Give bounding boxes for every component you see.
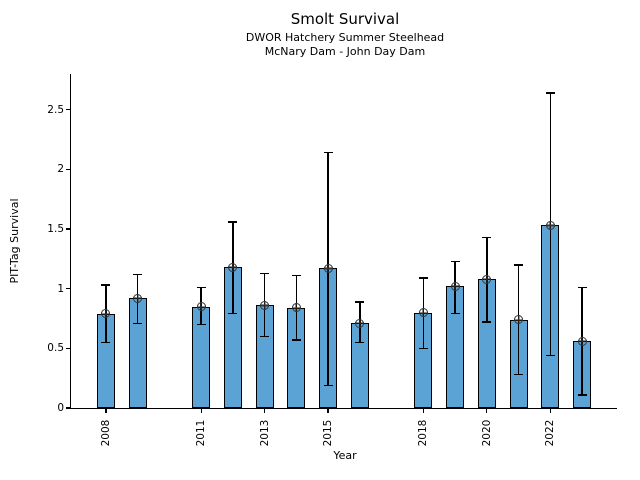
y-tick-label: 2 [57, 163, 64, 176]
y-tick-mark [65, 168, 70, 171]
chart-subtitle-line2: McNary Dam - John Day Dam [264, 45, 426, 58]
x-tick-mark [105, 409, 107, 414]
circle-plus-marker-2009 [133, 293, 143, 303]
y-tick-label: 1.5 [47, 223, 64, 236]
circle-plus-marker-2018 [418, 308, 428, 318]
circle-plus-marker-2011 [196, 302, 206, 312]
x-tick-mark [263, 409, 266, 414]
x-tick-label: 2013 [258, 419, 271, 447]
circle-plus-marker-2021 [514, 315, 524, 325]
error-cap-bottom-2013 [260, 335, 270, 338]
x-tick-label: 2018 [417, 419, 430, 447]
circle-plus-marker-2014 [291, 303, 301, 313]
y-tick-label: 0.5 [47, 342, 64, 355]
error-cap-top-2020 [482, 236, 492, 239]
plot-area [65, 74, 617, 414]
error-cap-top-2016 [355, 301, 365, 303]
circle-plus-marker-2008 [101, 309, 111, 319]
y-tick-mark [65, 347, 70, 349]
x-tick-label: 2022 [544, 419, 557, 447]
x-tick-label: 2011 [195, 419, 208, 447]
circle-plus-marker-2020 [482, 274, 492, 284]
error-cap-top-2009 [133, 273, 143, 276]
y-tick-mark [65, 109, 70, 111]
y-tick-mark [65, 288, 70, 290]
error-cap-bottom-2018 [418, 347, 428, 350]
error-cap-bottom-2016 [355, 341, 365, 344]
y-tick-mark [65, 228, 70, 230]
x-tick-mark [486, 409, 488, 414]
x-axis-line [69, 408, 617, 410]
x-tick-mark [327, 409, 329, 414]
circle-plus-marker-2016 [355, 318, 365, 328]
x-tick-label: 2020 [480, 419, 493, 447]
x-tick-mark [422, 409, 424, 414]
circle-plus-marker-2023 [577, 336, 587, 346]
x-tick-label: 2015 [322, 419, 335, 447]
x-axis-label: Year [333, 449, 357, 462]
x-tick-mark [549, 409, 551, 414]
error-cap-top-2023 [577, 286, 587, 289]
error-cap-top-2019 [450, 260, 460, 262]
y-tick-label: 1 [57, 282, 64, 295]
error-cap-top-2013 [260, 272, 270, 274]
circle-plus-marker-2019 [450, 281, 460, 291]
error-cap-top-2018 [418, 277, 428, 279]
error-cap-bottom-2022 [545, 354, 555, 357]
error-cap-bottom-2021 [514, 373, 524, 376]
error-cap-bottom-2014 [291, 339, 301, 341]
error-cap-bottom-2011 [196, 323, 206, 326]
error-cap-bottom-2008 [101, 341, 111, 344]
error-cap-bottom-2020 [482, 321, 492, 323]
error-cap-bottom-2009 [133, 322, 143, 324]
circle-plus-marker-2012 [228, 262, 238, 272]
error-cap-top-2022 [545, 92, 555, 94]
error-cap-top-2015 [323, 152, 333, 154]
x-tick-label: 2008 [99, 419, 112, 447]
chart-subtitle-line1: DWOR Hatchery Summer Steelhead [245, 31, 445, 44]
error-cap-top-2021 [514, 264, 524, 266]
error-cap-bottom-2019 [450, 313, 460, 315]
y-tick-mark [65, 407, 70, 409]
circle-plus-marker-2022 [545, 220, 555, 230]
y-axis-line [69, 74, 71, 408]
error-cap-top-2011 [196, 286, 206, 289]
error-cap-top-2012 [228, 221, 238, 223]
error-cap-bottom-2023 [577, 394, 587, 396]
error-cap-top-2014 [291, 274, 301, 277]
y-tick-label: 2.5 [47, 103, 64, 116]
error-cap-bottom-2012 [228, 313, 238, 315]
x-tick-mark [200, 409, 202, 414]
chart-title: Smolt Survival [290, 10, 400, 28]
circle-plus-marker-2013 [260, 300, 270, 310]
y-tick-label: 0 [57, 402, 64, 414]
error-cap-bottom-2015 [323, 384, 333, 387]
circle-plus-marker-2015 [323, 263, 333, 273]
error-cap-top-2008 [101, 284, 111, 286]
